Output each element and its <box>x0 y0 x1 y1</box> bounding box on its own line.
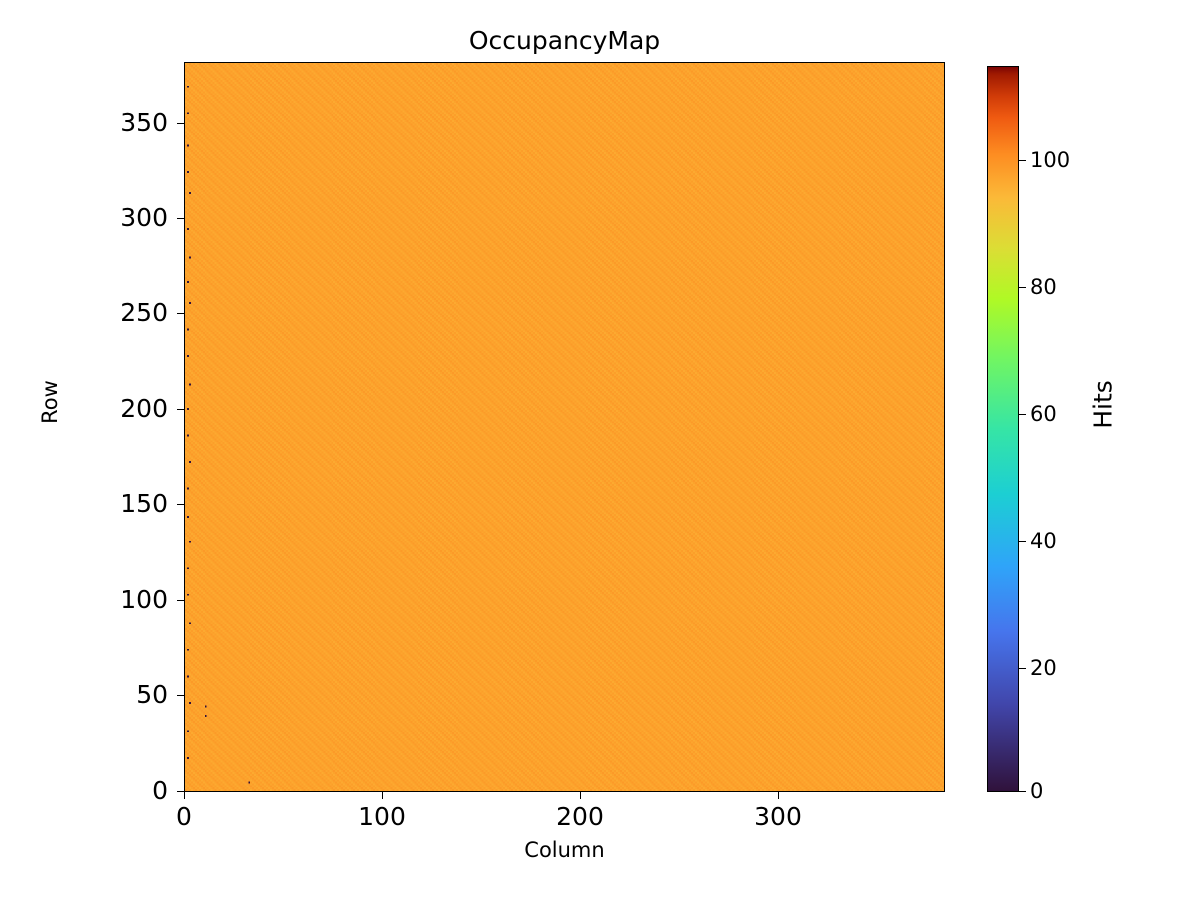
x-tick-0 <box>184 792 186 799</box>
y-tick-200 <box>177 409 184 411</box>
colorbar-tick-80 <box>1019 287 1026 289</box>
colorbar-tick-100 <box>1019 160 1026 162</box>
y-tick-100 <box>177 600 184 602</box>
x-ticklabel-100: 100 <box>358 802 406 831</box>
colorbar-ticklabel-60: 60 <box>1030 402 1057 426</box>
y-tick-350 <box>177 123 184 125</box>
heatmap-image <box>185 63 944 791</box>
y-ticklabel-0: 0 <box>152 776 168 805</box>
x-tick-300 <box>778 792 780 799</box>
y-ticklabel-100: 100 <box>120 585 168 614</box>
x-tick-200 <box>580 792 582 799</box>
colorbar-ticklabel-20: 20 <box>1030 656 1057 680</box>
colorbar-tick-40 <box>1019 541 1026 543</box>
x-ticklabel-0: 0 <box>176 802 192 831</box>
colorbar-ticklabel-40: 40 <box>1030 529 1057 553</box>
y-ticklabel-250: 250 <box>120 298 168 327</box>
heatmap-axes[interactable] <box>184 62 945 792</box>
y-ticklabel-50: 50 <box>136 680 168 709</box>
colorbar-tick-60 <box>1019 414 1026 416</box>
colorbar-tick-0 <box>1019 791 1026 793</box>
x-axis-label: Column <box>524 838 605 862</box>
y-ticklabel-300: 300 <box>120 203 168 232</box>
colorbar-ticklabel-80: 80 <box>1030 275 1057 299</box>
colorbar[interactable] <box>987 66 1019 792</box>
colorbar-tick-20 <box>1019 668 1026 670</box>
y-tick-0 <box>177 791 184 793</box>
x-ticklabel-300: 300 <box>754 802 802 831</box>
y-tick-300 <box>177 218 184 220</box>
y-ticklabel-200: 200 <box>120 394 168 423</box>
y-tick-250 <box>177 313 184 315</box>
y-axis-label: Row <box>38 380 62 424</box>
x-tick-100 <box>382 792 384 799</box>
y-ticklabel-350: 350 <box>120 108 168 137</box>
colorbar-ticklabel-100: 100 <box>1030 148 1071 172</box>
y-ticklabel-150: 150 <box>120 489 168 518</box>
page-title: OccupancyMap <box>468 26 661 55</box>
colorbar-label: Hits <box>1088 380 1118 429</box>
x-ticklabel-200: 200 <box>556 802 604 831</box>
y-tick-50 <box>177 695 184 697</box>
y-tick-150 <box>177 504 184 506</box>
colorbar-ticklabel-0: 0 <box>1030 779 1044 803</box>
